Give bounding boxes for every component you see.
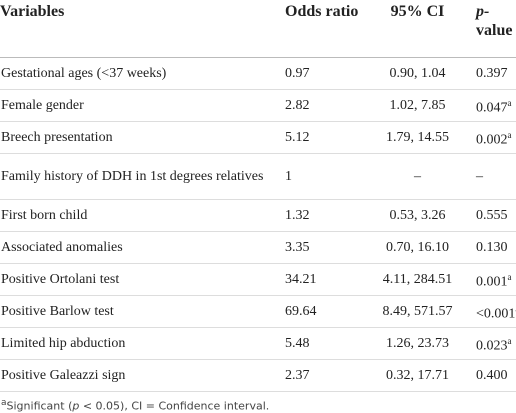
variable-cell: Positive Galeazzi sign bbox=[0, 359, 280, 392]
header-odds-ratio: Odds ratio bbox=[280, 0, 365, 58]
odds-ratio-cell: 2.82 bbox=[280, 89, 365, 122]
row: Associated anomalies 3.35 0.70, 16.10 0.130 bbox=[0, 231, 516, 264]
row: First born child 1.32 0.53, 3.26 0.555 bbox=[0, 199, 516, 232]
ci-cell: – bbox=[365, 153, 470, 200]
p-value: 0.400 bbox=[476, 367, 508, 383]
variable-cell: Associated anomalies bbox=[0, 231, 280, 264]
p-value: <0.001 bbox=[476, 306, 516, 322]
odds-ratio-cell: 1.32 bbox=[280, 199, 365, 232]
ci-cell: 0.70, 16.10 bbox=[365, 231, 470, 264]
variable-cell: Positive Barlow test bbox=[0, 295, 280, 328]
p-value-cell: <0.001a bbox=[470, 295, 516, 328]
odds-ratio-cell: 34.21 bbox=[280, 263, 365, 296]
p-value: 0.555 bbox=[476, 207, 508, 223]
p-value: 0.130 bbox=[476, 239, 508, 255]
variable-cell: Limited hip abduction bbox=[0, 327, 280, 360]
p-value: 0.397 bbox=[476, 65, 508, 81]
header-p-value: p-value bbox=[470, 0, 516, 58]
variable-cell: Gestational ages (<37 weeks) bbox=[0, 57, 280, 90]
ci-cell: 1.26, 23.73 bbox=[365, 327, 470, 360]
significance-mark: a bbox=[507, 97, 512, 108]
significance-mark: a bbox=[507, 129, 512, 140]
header-p: p- bbox=[476, 3, 490, 20]
row: Female gender 2.82 1.02, 7.85 0.047a bbox=[0, 89, 516, 122]
p-value-cell: 0.397 bbox=[470, 57, 516, 90]
variable-cell: Female gender bbox=[0, 89, 280, 122]
p-value-cell: 0.002a bbox=[470, 121, 516, 154]
ci-cell: 0.32, 17.71 bbox=[365, 359, 470, 392]
row: Positive Galeazzi sign 2.37 0.32, 17.71 0.4… bbox=[0, 359, 516, 392]
odds-ratio-cell: 2.37 bbox=[280, 359, 365, 392]
p-value: 0.023 bbox=[476, 338, 508, 354]
odds-ratio-cell: 0.97 bbox=[280, 57, 365, 90]
p-value: 0.001 bbox=[476, 274, 508, 290]
p-value: 0.002 bbox=[476, 132, 508, 148]
results-table: Variables Odds ratio 95% CI p-value Gest… bbox=[0, 0, 516, 392]
p-value-cell: 0.400 bbox=[470, 359, 516, 392]
header-value: value bbox=[476, 22, 513, 39]
variable-cell: Breech presentation bbox=[0, 121, 280, 154]
footnote-mark: a bbox=[1, 398, 7, 408]
ci-cell: 0.53, 3.26 bbox=[365, 199, 470, 232]
odds-ratio-cell: 3.35 bbox=[280, 231, 365, 264]
p-value-cell: 0.047a bbox=[470, 89, 516, 122]
ci-cell: 4.11, 284.51 bbox=[365, 263, 470, 296]
row: Gestational ages (<37 weeks) 0.97 0.90, 1.… bbox=[0, 57, 516, 90]
p-value-cell: 0.555 bbox=[470, 199, 516, 232]
variable-cell: Positive Ortolani test bbox=[0, 263, 280, 296]
p-value: – bbox=[476, 168, 483, 184]
row: Positive Ortolani test 34.21 4.11, 284.51 0… bbox=[0, 263, 516, 296]
footnote: aSignificant (p < 0.05), CI = Confidence… bbox=[0, 398, 516, 413]
p-value: 0.047 bbox=[476, 100, 508, 116]
variable-cell: Family history of DDH in 1st degrees rel… bbox=[0, 153, 280, 200]
ci-cell: 0.90, 1.04 bbox=[365, 57, 470, 90]
row: Limited hip abduction 5.48 1.26, 23.73 0.02… bbox=[0, 327, 516, 360]
p-value-cell: 0.001a bbox=[470, 263, 516, 296]
footnote-text: Significant ( bbox=[6, 399, 73, 413]
p-value-cell: 0.023a bbox=[470, 327, 516, 360]
p-value-cell: 0.130 bbox=[470, 231, 516, 264]
ci-cell: 1.02, 7.85 bbox=[365, 89, 470, 122]
row: Positive Barlow test 69.64 8.49, 571.57 <0.… bbox=[0, 295, 516, 328]
p-value-cell: – bbox=[470, 153, 516, 200]
header-ci: 95% CI bbox=[365, 0, 470, 58]
odds-ratio-cell: 5.48 bbox=[280, 327, 365, 360]
header-variables: Variables bbox=[0, 0, 280, 58]
ci-cell: 1.79, 14.55 bbox=[365, 121, 470, 154]
row: Family history of DDH in 1st degrees rel… bbox=[0, 153, 516, 200]
footnote-text: < 0.05), CI = Confidence interval. bbox=[79, 399, 270, 413]
significance-mark: a bbox=[507, 335, 512, 346]
footnote-p: p bbox=[72, 399, 80, 413]
header-row: Variables Odds ratio 95% CI p-value bbox=[0, 0, 516, 58]
odds-ratio-cell: 5.12 bbox=[280, 121, 365, 154]
variable-cell: First born child bbox=[0, 199, 280, 232]
odds-ratio-cell: 69.64 bbox=[280, 295, 365, 328]
row: Breech presentation 5.12 1.79, 14.55 0.002a bbox=[0, 121, 516, 154]
odds-ratio-cell: 1 bbox=[280, 153, 365, 200]
significance-mark: a bbox=[507, 271, 512, 282]
ci-cell: 8.49, 571.57 bbox=[365, 295, 470, 328]
